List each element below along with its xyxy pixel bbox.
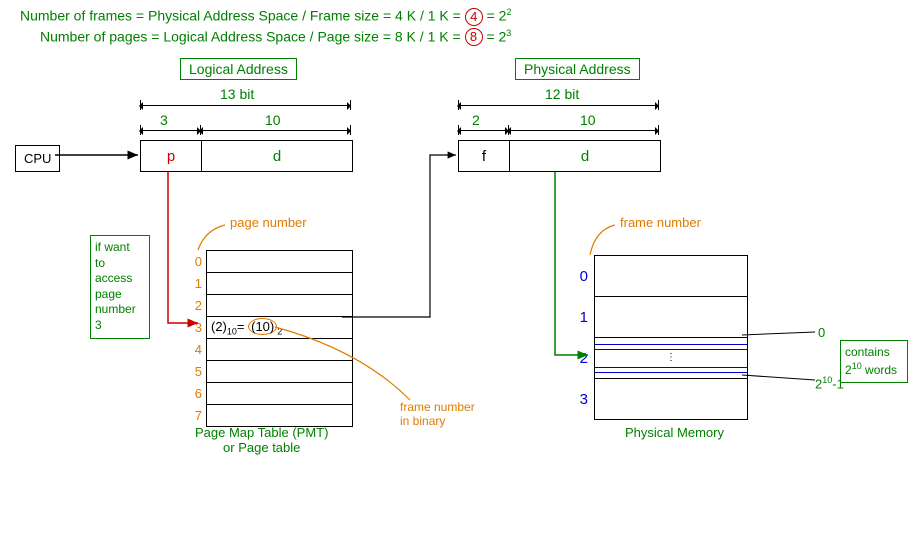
- wb-exp: 10: [822, 375, 832, 385]
- note-l3: access: [95, 271, 145, 287]
- fnb-l1: frame number: [400, 400, 475, 414]
- pt-row-3: (2)10= (10)2: [207, 317, 353, 339]
- pt-row-5: [207, 361, 353, 383]
- frame-number-label: frame number: [620, 215, 701, 230]
- pt-idx-6: 6: [180, 383, 207, 405]
- physical-f-cell: f: [459, 141, 510, 172]
- logical-address-header: Logical Address: [180, 58, 297, 80]
- pt-row3-a: (2): [211, 319, 227, 334]
- page-table-caption: Page Map Table (PMT) or Page table: [195, 425, 328, 455]
- page-number-label: page number: [230, 215, 307, 230]
- physical-dim-d: [508, 130, 658, 131]
- pt-row-1: [207, 273, 353, 295]
- logical-address-box: p d: [140, 140, 353, 172]
- pt-row-4: [207, 339, 353, 361]
- cpu-box: CPU: [15, 145, 60, 172]
- mem-idx-3: 3: [565, 379, 595, 420]
- contains-box: contains 210 words: [840, 340, 908, 383]
- formula1-exp: 2: [506, 7, 511, 17]
- physical-address-box: f d: [458, 140, 661, 172]
- page-table: 0 1 2 3 (2)10= (10)2 4 5 6 7: [180, 250, 353, 427]
- mem-idx-0: 0: [565, 256, 595, 297]
- word-top: 0: [818, 325, 825, 340]
- logical-dim-p: [140, 130, 200, 131]
- physical-dim-f: [458, 130, 508, 131]
- pt-row3-b-sub: 2: [277, 326, 282, 336]
- note-l2: to: [95, 256, 145, 272]
- mem-idx-1: 1: [565, 297, 595, 338]
- mem-row-2: ⋮: [595, 338, 748, 379]
- logical-d-cell: d: [202, 141, 353, 172]
- pt-idx-1: 1: [180, 273, 207, 295]
- pt-row3-a-sub: 10: [227, 326, 237, 336]
- fnb-l2: in binary: [400, 414, 475, 428]
- pt-idx-5: 5: [180, 361, 207, 383]
- pt-row-0: [207, 251, 353, 273]
- physical-total-bits: 12 bit: [545, 86, 579, 102]
- pt-row-7: [207, 405, 353, 427]
- pt-idx-2: 2: [180, 295, 207, 317]
- contains-l1: contains: [845, 345, 903, 361]
- access-note: if want to access page number 3: [90, 235, 150, 339]
- note-l6: 3: [95, 318, 145, 334]
- formula2-exp: 3: [506, 28, 511, 38]
- pt-idx-3: 3: [180, 317, 207, 339]
- physical-d-bits: 10: [580, 112, 596, 128]
- logical-p-cell: p: [141, 141, 202, 172]
- logical-total-bits: 13 bit: [220, 86, 254, 102]
- mem-row-0: [595, 256, 748, 297]
- logical-dim-total: [140, 105, 350, 106]
- pt-row3-eq: =: [237, 319, 248, 334]
- note-l5: number: [95, 302, 145, 318]
- note-l1: if want: [95, 240, 145, 256]
- formula-pages: Number of pages = Logical Address Space …: [40, 28, 511, 47]
- logical-dim-d: [200, 130, 350, 131]
- physical-memory-caption: Physical Memory: [625, 425, 724, 440]
- frame-number-binary-label: frame number in binary: [400, 400, 475, 428]
- mem-row-1: [595, 297, 748, 338]
- formula-frames: Number of frames = Physical Address Spac…: [20, 7, 511, 26]
- formula1-post: = 2: [487, 8, 507, 24]
- formula2-circled: 8: [465, 28, 483, 46]
- logical-d-bits: 10: [265, 112, 281, 128]
- pt-row-2: [207, 295, 353, 317]
- mem-row-3: [595, 379, 748, 420]
- pt-row-6: [207, 383, 353, 405]
- formula2-pre: Number of pages = Logical Address Space …: [40, 28, 461, 44]
- pt-idx-4: 4: [180, 339, 207, 361]
- formula1-circled: 4: [465, 8, 483, 26]
- contains-l2: 210 words: [845, 361, 903, 379]
- physical-f-bits: 2: [472, 112, 480, 128]
- pt-row3-b: (10): [248, 318, 277, 335]
- pt-caption2: or Page table: [195, 440, 328, 455]
- physical-d-cell: d: [510, 141, 661, 172]
- physical-memory: 0 1 2 ⋮ 3: [565, 255, 748, 420]
- pt-idx-7: 7: [180, 405, 207, 427]
- physical-address-header: Physical Address: [515, 58, 640, 80]
- mem-idx-2: 2: [565, 338, 595, 379]
- formula1-pre: Number of frames = Physical Address Spac…: [20, 8, 461, 24]
- note-l4: page: [95, 287, 145, 303]
- pt-caption1: Page Map Table (PMT): [195, 425, 328, 440]
- formula2-post: = 2: [486, 28, 506, 44]
- physical-dim-total: [458, 105, 658, 106]
- logical-p-bits: 3: [160, 112, 168, 128]
- pt-idx-0: 0: [180, 251, 207, 273]
